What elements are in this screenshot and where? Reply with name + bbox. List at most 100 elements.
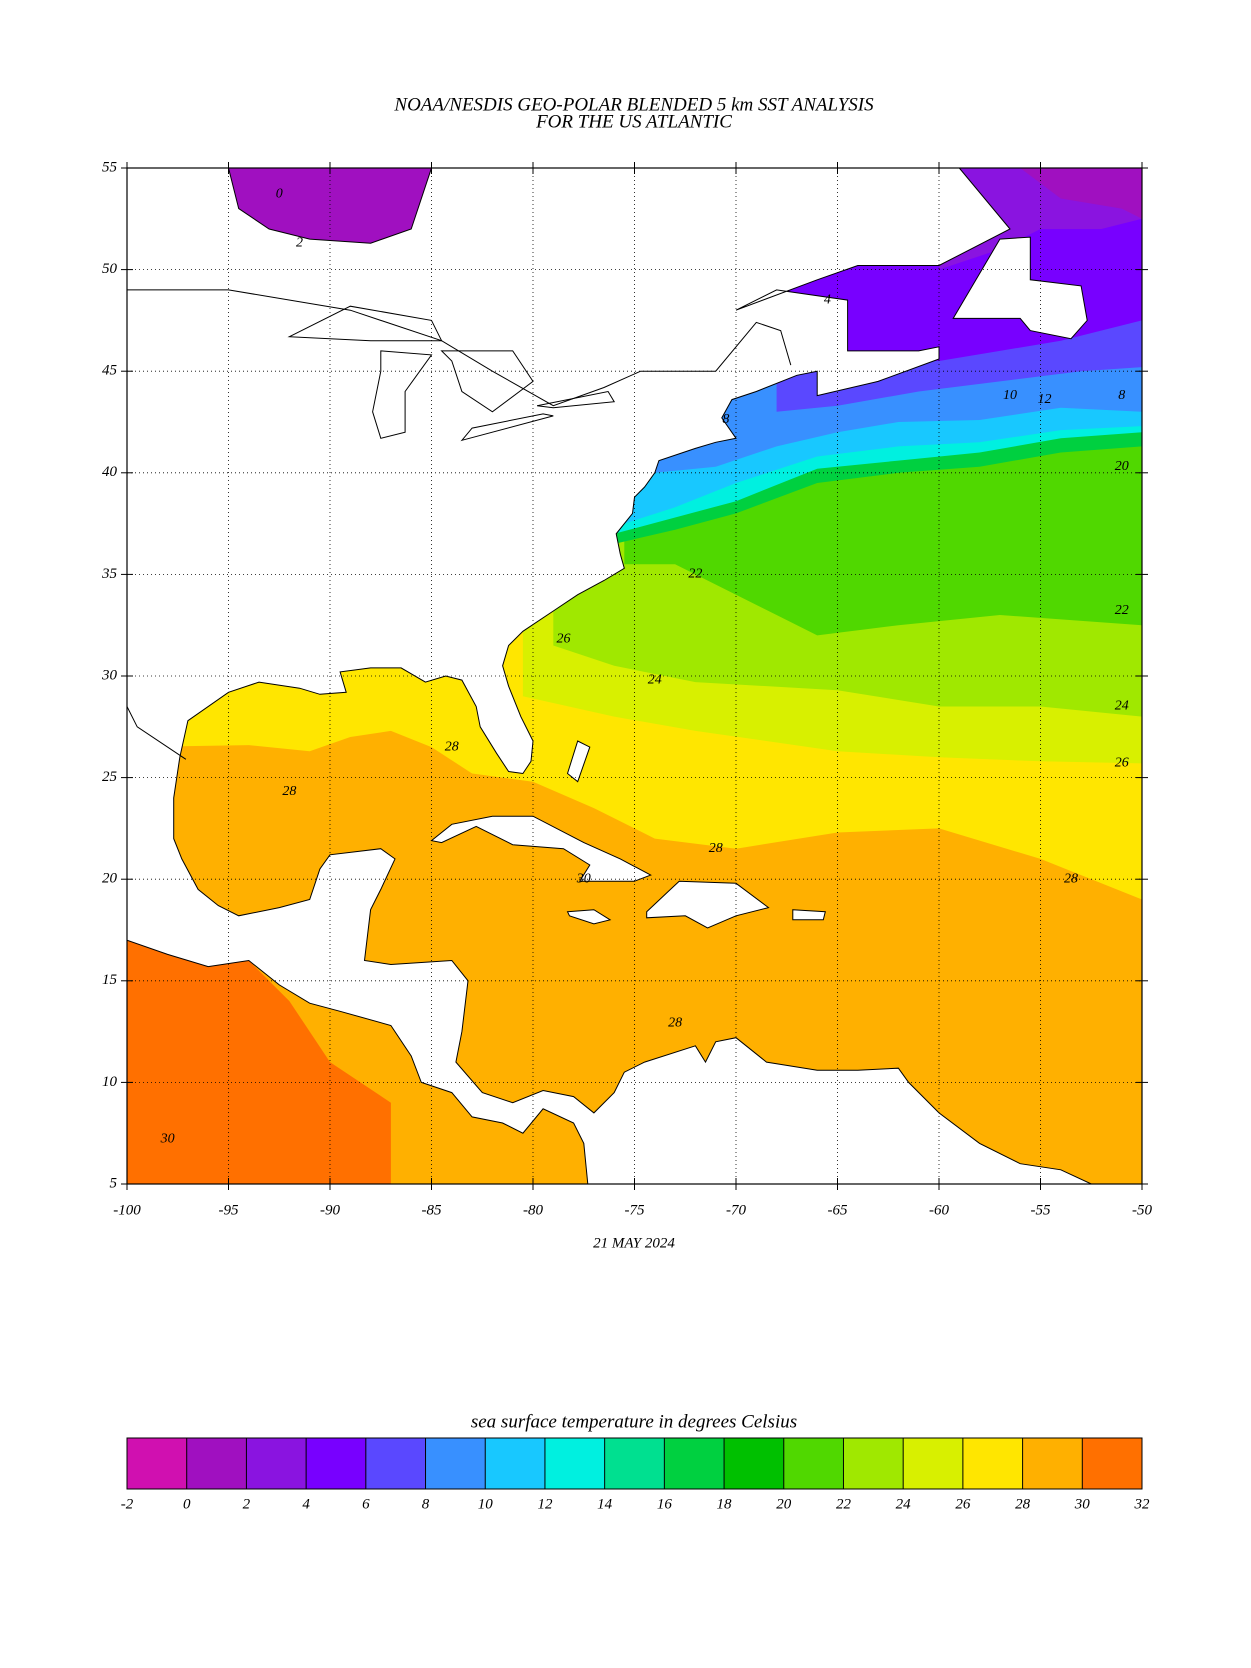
land (566, 740, 591, 783)
colorbar-swatch (127, 1438, 187, 1489)
colorbar-label: 4 (302, 1496, 310, 1512)
x-tick-label: -55 (1031, 1202, 1051, 1218)
x-tick-label: -85 (422, 1202, 442, 1218)
colorbar-swatch (962, 1438, 1023, 1489)
border-line (127, 289, 792, 407)
colorbar-swatch (724, 1438, 784, 1489)
x-tick-label: -100 (113, 1202, 141, 1218)
colorbar-label: 2 (243, 1496, 251, 1512)
colorbar-label: 32 (1134, 1496, 1151, 1512)
y-tick-label: 50 (102, 261, 118, 277)
contour-label: 12 (1038, 392, 1052, 407)
sst-region (1020, 168, 1142, 219)
plot-frame (126, 167, 1143, 1185)
colorbar-label: 16 (657, 1496, 673, 1512)
contour-label: 28 (445, 739, 459, 754)
x-tick-label: -60 (929, 1202, 949, 1218)
colorbar-label: 14 (597, 1496, 613, 1512)
colorbar-swatch (544, 1438, 605, 1489)
y-tick-label: 55 (102, 159, 118, 175)
sst-region (127, 940, 391, 1184)
colorbar-label: 12 (537, 1496, 553, 1512)
contour-label: 0 (276, 187, 283, 202)
title-line: FOR THE US ATLANTIC (535, 111, 732, 132)
x-tick-label: -50 (1132, 1202, 1152, 1218)
colorbar-swatch (186, 1438, 247, 1489)
contour-label: 24 (1115, 699, 1129, 714)
y-tick-label: 35 (101, 566, 118, 582)
contour-label: 20 (1115, 459, 1129, 474)
contour-label: 8 (1118, 388, 1125, 403)
contour-label: 2 (296, 235, 303, 250)
x-tick-label: -95 (219, 1202, 239, 1218)
contour-label: 26 (1115, 756, 1129, 771)
land (537, 390, 616, 409)
colorbar-label: 22 (836, 1496, 852, 1512)
colorbar-swatch (783, 1438, 844, 1489)
land (430, 815, 652, 882)
colorbar-swatch (425, 1438, 486, 1489)
land (372, 350, 433, 439)
colorbar-swatch (604, 1438, 665, 1489)
colorbar-swatch (903, 1438, 963, 1489)
colorbar-label: 18 (717, 1496, 733, 1512)
y-tick-label: 25 (102, 769, 118, 785)
colorbar-swatch (306, 1438, 366, 1489)
contour-label: 10 (1003, 388, 1017, 403)
colorbar-label: 24 (896, 1496, 912, 1512)
contour-label: 8 (722, 412, 729, 427)
land (952, 236, 1088, 340)
colorbar: -2 0 2 4 6 8 10 12 14 16 18 20 22 24 26 28 30 32 (121, 1437, 1151, 1512)
x-tick-label: -90 (320, 1202, 340, 1218)
colorbar-label: 0 (183, 1496, 191, 1512)
land (127, 168, 1092, 1184)
colorbar-label: 30 (1074, 1496, 1091, 1512)
contour-label: 28 (1064, 871, 1078, 886)
colorbar-swatch (1022, 1438, 1083, 1489)
y-tick-label: 5 (110, 1175, 118, 1191)
border-line (127, 706, 187, 760)
colorbar-label: -2 (121, 1496, 134, 1512)
y-tick-label: 40 (102, 464, 118, 480)
colorbar-swatch (1082, 1438, 1142, 1489)
colorbar-label: 20 (776, 1496, 792, 1512)
land (460, 413, 554, 442)
land (646, 880, 770, 929)
y-tick-label: 30 (101, 667, 118, 683)
colorbar-swatch (365, 1438, 426, 1489)
x-tick-label: -75 (625, 1202, 645, 1218)
contour-label: 26 (556, 632, 570, 647)
contour-label: 28 (709, 841, 723, 856)
y-tick-label: 20 (102, 871, 118, 887)
land (440, 350, 534, 413)
contour-label: 28 (282, 784, 296, 799)
colorbar-title: sea surface temperature in degrees Celsi… (471, 1411, 797, 1432)
colorbar-label: 6 (362, 1496, 370, 1512)
land (566, 909, 612, 925)
y-tick-label: 15 (102, 972, 118, 988)
x-tick-label: -80 (523, 1202, 543, 1218)
date-label: 21 MAY 2024 (593, 1235, 675, 1251)
y-tick-label: 45 (102, 363, 118, 379)
sst-region (227, 168, 433, 244)
land (287, 305, 443, 342)
contour-label: 24 (648, 672, 662, 687)
colorbar-swatch (843, 1438, 904, 1489)
contour-label: 22 (1115, 603, 1129, 618)
land (792, 909, 826, 921)
title-line: NOAA/NESDIS GEO-POLAR BLENDED 5 km SST A… (393, 94, 874, 115)
colorbar-label: 8 (422, 1496, 430, 1512)
contour-label: 30 (160, 1132, 175, 1147)
contour-label: 4 (824, 292, 831, 307)
x-tick-label: -65 (828, 1202, 848, 1218)
y-tick-label: 10 (102, 1074, 118, 1090)
axes: -100 -95 -90 -85 -80 -75 -70 -65 -60 -55 -50 5 10 15 2… (101, 159, 1152, 1218)
x-tick-label: -70 (726, 1202, 746, 1218)
colorbar-label: 28 (1015, 1496, 1031, 1512)
contour-label: 28 (668, 1016, 682, 1031)
colorbar-label: 26 (955, 1496, 971, 1512)
colorbar-label: 10 (478, 1496, 494, 1512)
